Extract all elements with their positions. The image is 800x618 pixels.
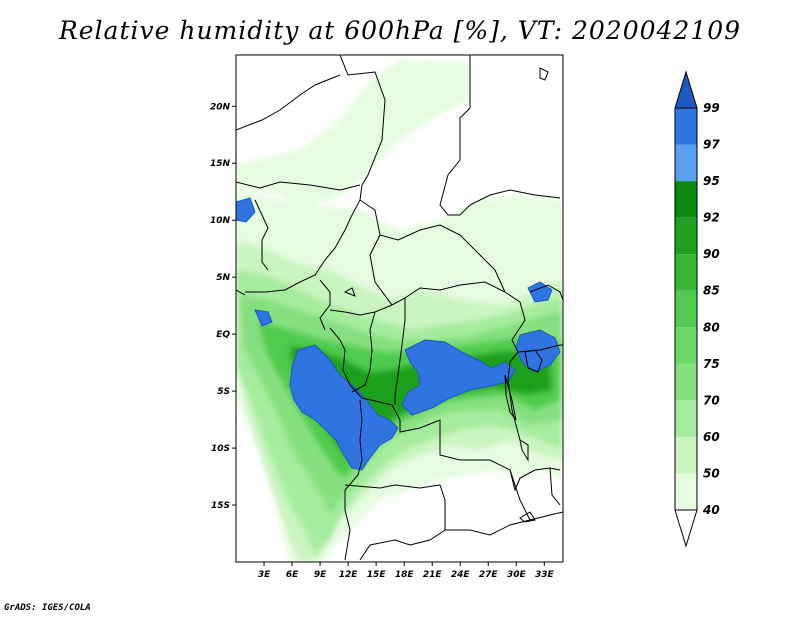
lake-outline: [539, 67, 549, 81]
colorbar-outline: [674, 107, 698, 511]
colorbar-label: 80: [703, 320, 720, 334]
colorbar-label: 60: [703, 430, 720, 444]
colorbar-segment: [675, 400, 697, 437]
rh-97-contour: [289, 344, 399, 471]
rh-97-contour: [401, 339, 516, 416]
lon-label: 27E: [479, 570, 499, 580]
colorbar-segment: [675, 436, 697, 474]
colorbar-segment: [674, 70, 698, 109]
lake-outline: [504, 374, 517, 421]
border-line: [319, 279, 331, 331]
lat-label: 10S: [211, 444, 230, 454]
lat-label: EQ: [216, 330, 230, 340]
lat-label: 5N: [216, 273, 230, 283]
colorbar-segment: [675, 473, 697, 510]
colorbar-segment: [675, 327, 697, 364]
lon-label: 3E: [258, 570, 271, 580]
colorbar-segment: [675, 108, 697, 145]
colorbar-label: 85: [703, 284, 720, 298]
lon-label: 18E: [395, 570, 415, 580]
colorbar-label: 90: [703, 247, 720, 261]
latitude-axis: 20N 15N 10N 5N EQ 5S 10S 15S: [210, 102, 236, 511]
colorbar-label: 97: [703, 138, 720, 152]
lake-outline: [519, 511, 536, 523]
colorbar-segment: [675, 290, 697, 328]
humidity-field: [236, 60, 563, 562]
border-line: [394, 298, 406, 405]
border-line: [344, 484, 441, 489]
colorbar-label: 40: [702, 503, 720, 517]
border-line: [529, 284, 563, 301]
lat-label: 15N: [210, 159, 231, 169]
lake-outline: [524, 349, 543, 373]
colorbar: 40 50 60 70 75 80 85 90 92 95 97 99: [674, 70, 720, 548]
lake-outline: [519, 438, 529, 462]
lon-label: 30E: [507, 570, 527, 580]
lat-label: 10N: [210, 216, 231, 226]
colorbar-label: 95: [703, 174, 720, 188]
lake-outline: [343, 287, 356, 297]
grads-credit: GrADS: IGES/COLA: [4, 603, 91, 613]
border-line: [445, 511, 563, 536]
border-line: [329, 327, 351, 386]
border-line: [507, 301, 526, 441]
border-line: [254, 199, 269, 271]
colorbar-segment: [675, 217, 697, 255]
border-line: [349, 384, 561, 492]
lon-label: 12E: [339, 570, 359, 580]
border-line: [236, 74, 341, 131]
border-line: [236, 289, 246, 296]
lat-label: 5S: [217, 387, 230, 397]
colorbar-label: 75: [703, 357, 720, 371]
colorbar-segment: [675, 254, 697, 291]
rh-97-contour: [236, 197, 256, 223]
colorbar-label: 50: [703, 466, 720, 480]
border-line: [509, 469, 531, 521]
rh-97-contour: [254, 309, 273, 327]
colorbar-segment: [675, 363, 697, 401]
border-line: [549, 467, 561, 506]
border-line: [379, 224, 506, 293]
rh-40-contour: [236, 60, 470, 205]
lon-label: 6E: [286, 570, 299, 580]
map-title: Relative humidity at 600hPa [%], VT: 202…: [58, 16, 742, 45]
border-line: [439, 55, 561, 216]
longitude-axis: 3E 6E 9E 12E 15E 18E 21E 24E 27E 30E 33E: [258, 562, 555, 580]
lon-label: 9E: [314, 570, 327, 580]
border-line: [236, 181, 361, 191]
border-line: [245, 55, 386, 293]
colorbar-segment: [674, 509, 698, 548]
lon-label: 24E: [451, 570, 471, 580]
colorbar-segment: [675, 144, 697, 182]
map-frame: [235, 54, 564, 563]
lat-label: 15S: [211, 501, 230, 511]
lon-label: 21E: [423, 570, 443, 580]
colorbar-label: 99: [703, 101, 720, 115]
border-line: [344, 399, 363, 561]
lon-label: 15E: [367, 570, 387, 580]
border-line: [329, 304, 393, 316]
border-line: [359, 484, 446, 561]
colorbar-segment: [675, 181, 697, 218]
country-borders: [236, 55, 563, 561]
lon-label: 33E: [535, 570, 555, 580]
colorbar-label: 92: [703, 211, 720, 225]
border-line: [351, 311, 376, 393]
colorbar-label: 70: [703, 393, 720, 407]
rh-97-contour: [527, 281, 553, 303]
lat-label: 20N: [210, 102, 231, 112]
